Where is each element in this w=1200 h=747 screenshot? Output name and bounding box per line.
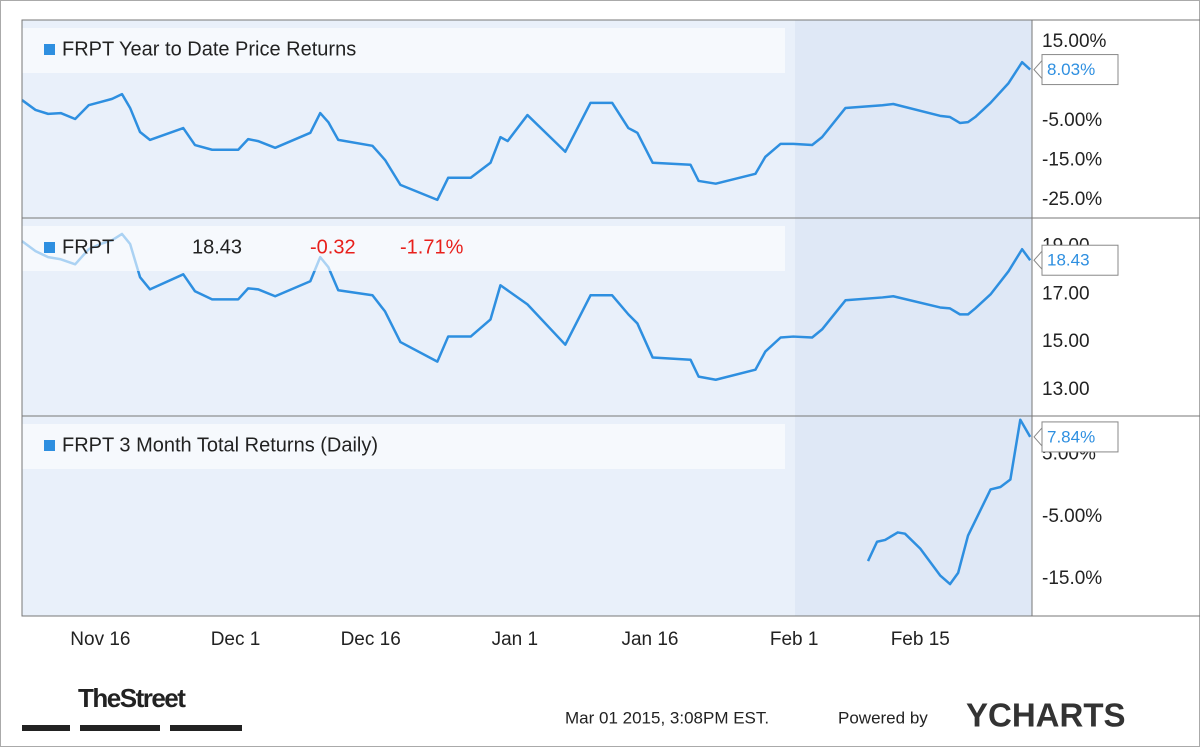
plot-frame — [21, 19, 1033, 617]
price-line — [21, 60, 1032, 202]
y-tick-label: -5.00% — [1042, 110, 1102, 131]
x-tick-label: Dec 1 — [211, 629, 261, 650]
legend-label: FRPT Year to Date Price Returns — [62, 38, 356, 60]
legend-swatch — [44, 242, 55, 253]
brand-bar — [22, 725, 70, 731]
y-tick-label: -25.0% — [1042, 189, 1102, 210]
x-tick-label: Nov 16 — [70, 629, 130, 650]
quote-price: 18.43 — [192, 236, 242, 258]
value-label: 7.84% — [1047, 427, 1095, 446]
brand-logo: TheStreet — [78, 683, 186, 713]
legend-background — [22, 28, 785, 73]
value-label: 8.03% — [1047, 60, 1095, 79]
value-label: 18.43 — [1047, 251, 1090, 270]
legend-background — [22, 424, 785, 469]
value-label-box — [1041, 244, 1119, 276]
y-tick-label: 13.00 — [1042, 379, 1090, 400]
legend-label: FRPT — [62, 236, 114, 258]
legend-swatch — [44, 440, 55, 451]
timestamp: Mar 01 2015, 3:08PM EST. — [565, 708, 769, 727]
powered-by: Powered by — [838, 708, 928, 727]
legend-label: FRPT 3 Month Total Returns (Daily) — [62, 434, 378, 456]
price-line — [866, 418, 1032, 586]
quote-change: -0.32 — [310, 236, 356, 258]
legend-background — [22, 226, 785, 271]
y-tick-label: -15.0% — [1042, 149, 1102, 170]
provider-logo: YCHARTS — [966, 697, 1126, 734]
panels: 15.00% -5.00% -15.0% -25.0% 8.03% FRPT Year t… — [21, 28, 1119, 650]
brand-bar — [170, 725, 242, 731]
y-tick-label: -15.0% — [1042, 568, 1102, 589]
y-tick-label: 15.00 — [1042, 331, 1090, 352]
shaded-region — [795, 20, 1032, 616]
quote-change-percent: -1.71% — [400, 236, 464, 258]
brand-bar — [80, 725, 160, 731]
y-tick-label: 17.00 — [1042, 283, 1090, 304]
value-label-box — [1041, 54, 1119, 86]
x-tick-label: Feb 1 — [770, 629, 819, 650]
x-tick-label: Jan 1 — [492, 629, 538, 650]
value-label-box — [1041, 421, 1119, 453]
x-tick-label: Dec 16 — [341, 629, 401, 650]
x-tick-label: Feb 15 — [891, 629, 950, 650]
legend-swatch — [44, 44, 55, 55]
y-tick-label: -5.00% — [1042, 506, 1102, 527]
x-tick-label: Jan 16 — [621, 629, 678, 650]
y-tick-label: 15.00% — [1042, 31, 1107, 52]
